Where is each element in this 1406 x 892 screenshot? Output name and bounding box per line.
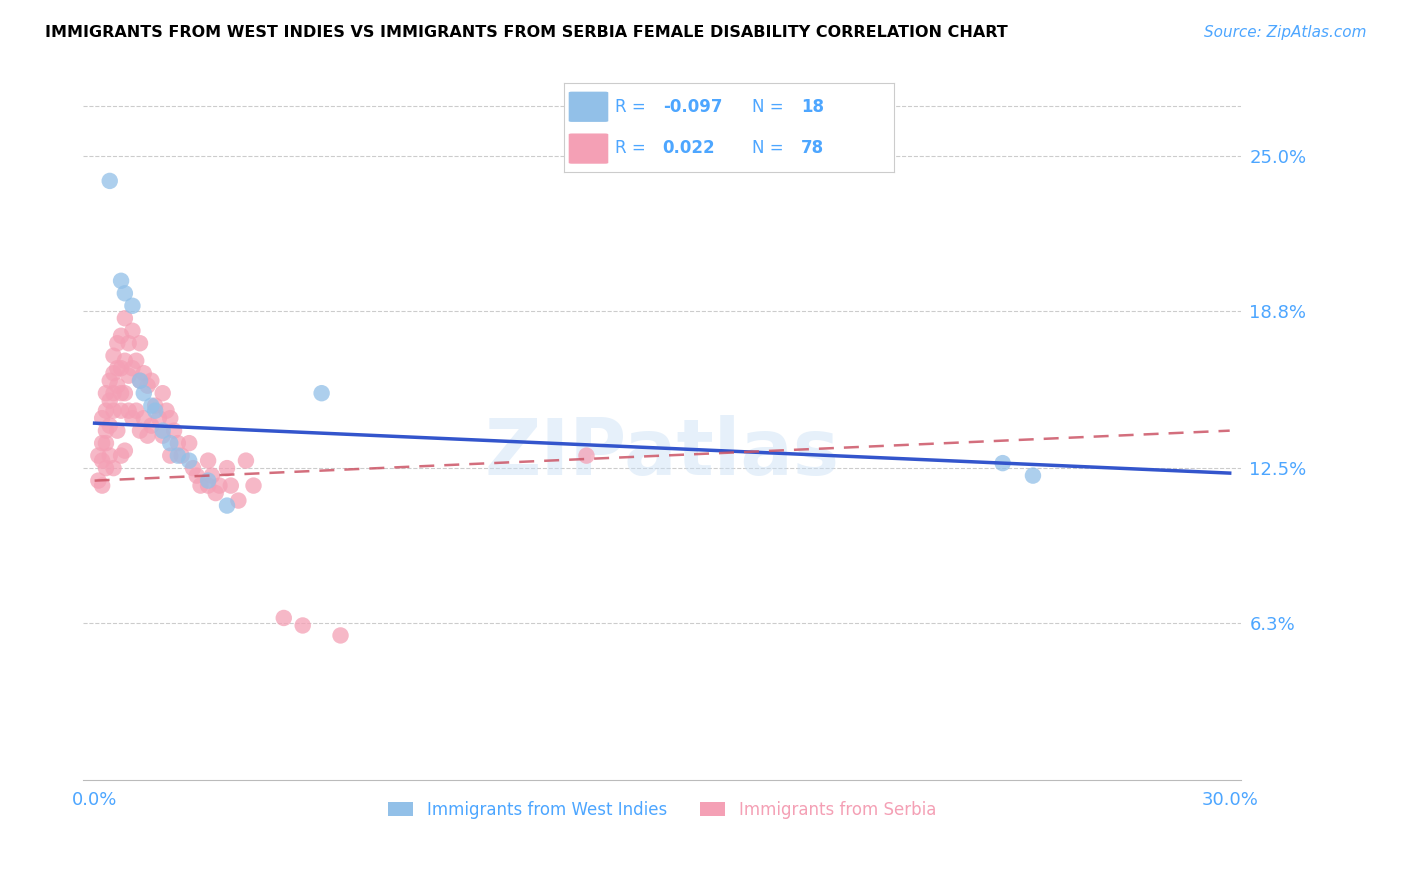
Point xyxy=(121,361,143,376)
Point xyxy=(166,449,188,463)
Point xyxy=(991,456,1014,470)
Point xyxy=(103,461,125,475)
Point xyxy=(114,443,136,458)
Point xyxy=(152,428,174,442)
Point xyxy=(197,478,219,492)
Point xyxy=(94,403,117,417)
Point xyxy=(143,403,166,417)
Legend: Immigrants from West Indies, Immigrants from Serbia: Immigrants from West Indies, Immigrants … xyxy=(381,794,942,825)
Text: ZIPatlas: ZIPatlas xyxy=(485,415,839,491)
Point xyxy=(575,449,598,463)
Point xyxy=(159,411,181,425)
Point xyxy=(181,461,204,475)
Point xyxy=(152,424,174,438)
Point xyxy=(125,403,148,417)
Point xyxy=(114,286,136,301)
Text: IMMIGRANTS FROM WEST INDIES VS IMMIGRANTS FROM SERBIA FEMALE DISABILITY CORRELAT: IMMIGRANTS FROM WEST INDIES VS IMMIGRANT… xyxy=(45,25,1008,40)
Point xyxy=(208,478,231,492)
Point xyxy=(98,374,121,388)
Point xyxy=(103,349,125,363)
Point xyxy=(129,374,152,388)
Point xyxy=(129,336,152,351)
Point xyxy=(94,386,117,401)
Point xyxy=(110,328,132,343)
Point xyxy=(105,336,128,351)
Point xyxy=(273,611,295,625)
Point xyxy=(170,449,193,463)
Point xyxy=(179,436,201,450)
Point xyxy=(121,299,143,313)
Point xyxy=(166,436,188,450)
Point xyxy=(148,411,170,425)
Point xyxy=(114,386,136,401)
Point xyxy=(159,449,181,463)
Point xyxy=(114,311,136,326)
Point xyxy=(110,274,132,288)
Point xyxy=(215,499,238,513)
Point xyxy=(141,374,163,388)
Text: Source: ZipAtlas.com: Source: ZipAtlas.com xyxy=(1204,25,1367,40)
Point xyxy=(132,411,155,425)
Point xyxy=(291,618,314,632)
Point xyxy=(91,436,114,450)
Point xyxy=(103,403,125,417)
Point xyxy=(98,174,121,188)
Point xyxy=(87,474,110,488)
Point xyxy=(91,478,114,492)
Point xyxy=(118,368,141,383)
Point xyxy=(141,418,163,433)
Point xyxy=(87,449,110,463)
Point xyxy=(91,453,114,467)
Point xyxy=(110,386,132,401)
Point xyxy=(242,478,264,492)
Point xyxy=(105,424,128,438)
Point xyxy=(143,399,166,413)
Point xyxy=(1022,468,1045,483)
Point xyxy=(91,411,114,425)
Point xyxy=(311,386,333,401)
Point xyxy=(98,393,121,408)
Point xyxy=(105,378,128,392)
Point xyxy=(94,461,117,475)
Point xyxy=(141,399,163,413)
Point xyxy=(110,403,132,417)
Point xyxy=(179,453,201,467)
Point xyxy=(121,324,143,338)
Point xyxy=(201,468,224,483)
Point xyxy=(329,628,352,642)
Point xyxy=(98,418,121,433)
Point xyxy=(204,486,226,500)
Point xyxy=(155,403,177,417)
Point xyxy=(197,453,219,467)
Point xyxy=(136,428,159,442)
Point xyxy=(136,378,159,392)
Point xyxy=(94,424,117,438)
Point xyxy=(132,386,155,401)
Point xyxy=(190,478,212,492)
Point xyxy=(110,361,132,376)
Point xyxy=(215,461,238,475)
Point xyxy=(235,453,257,467)
Point xyxy=(197,474,219,488)
Point xyxy=(118,336,141,351)
Point xyxy=(98,449,121,463)
Point xyxy=(129,424,152,438)
Point xyxy=(163,424,186,438)
Point xyxy=(103,366,125,380)
Point xyxy=(129,374,152,388)
Point xyxy=(159,436,181,450)
Point xyxy=(125,353,148,368)
Point xyxy=(186,468,208,483)
Point xyxy=(219,478,242,492)
Point xyxy=(103,386,125,401)
Point xyxy=(110,449,132,463)
Point xyxy=(105,361,128,376)
Point xyxy=(118,403,141,417)
Point xyxy=(228,493,250,508)
Point xyxy=(94,436,117,450)
Point xyxy=(152,386,174,401)
Point xyxy=(121,411,143,425)
Point xyxy=(114,353,136,368)
Point xyxy=(132,366,155,380)
